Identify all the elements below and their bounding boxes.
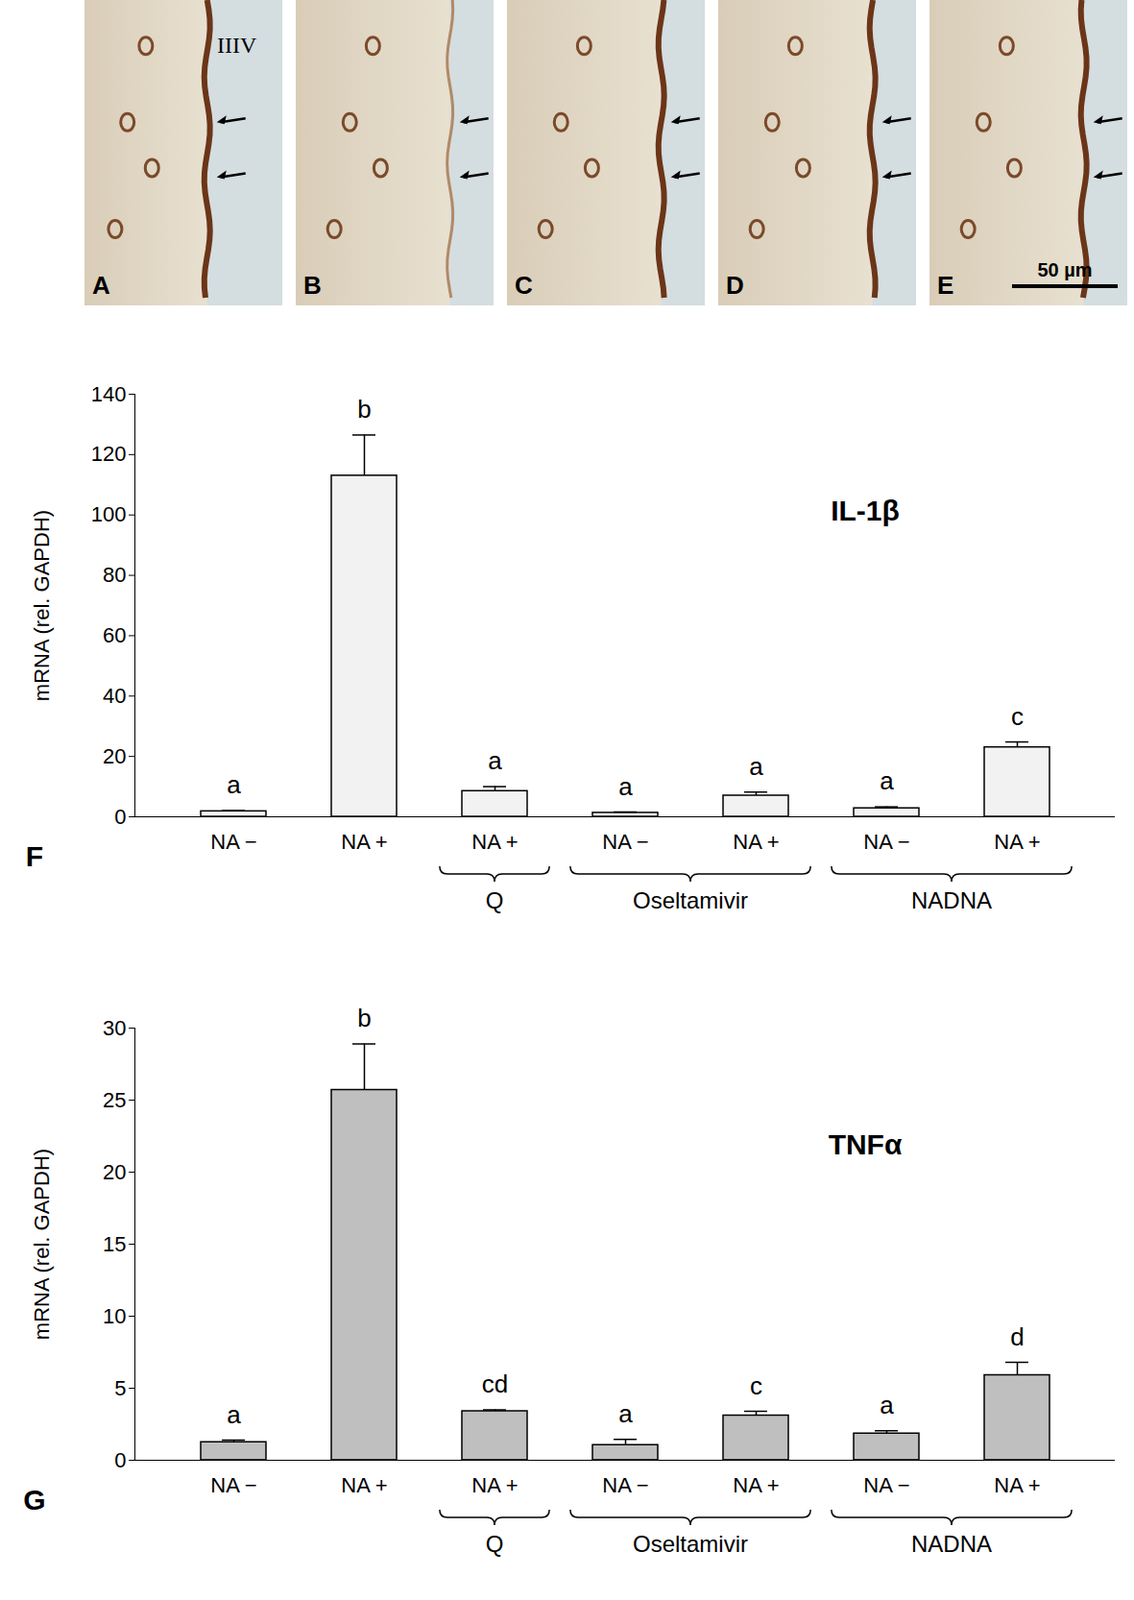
svg-text:a: a xyxy=(618,1399,633,1428)
svg-text:Oseltamivir: Oseltamivir xyxy=(632,1530,748,1557)
svg-text:20: 20 xyxy=(102,1159,126,1184)
svg-text:15: 15 xyxy=(102,1231,126,1256)
svg-text:IL-1β: IL-1β xyxy=(830,494,900,527)
svg-text:30: 30 xyxy=(102,1015,126,1040)
svg-text:10: 10 xyxy=(102,1303,126,1328)
svg-text:mRNA (rel. GAPDH): mRNA (rel. GAPDH) xyxy=(29,1148,54,1340)
svg-text:140: 140 xyxy=(91,382,127,407)
svg-text:NA +: NA + xyxy=(340,1472,387,1497)
svg-text:NA −: NA − xyxy=(602,1472,649,1497)
svg-text:25: 25 xyxy=(102,1087,126,1112)
svg-text:d: d xyxy=(1010,1322,1024,1352)
svg-text:NA +: NA + xyxy=(471,1472,518,1497)
svg-text:E: E xyxy=(937,270,954,300)
svg-text:C: C xyxy=(514,270,533,300)
svg-text:NA −: NA − xyxy=(210,1472,257,1497)
svg-text:NA −: NA − xyxy=(210,829,257,854)
svg-text:B: B xyxy=(303,270,322,300)
svg-text:TNFα: TNFα xyxy=(828,1128,903,1160)
svg-text:Oseltamivir: Oseltamivir xyxy=(632,887,748,914)
svg-text:NA −: NA − xyxy=(863,829,910,854)
svg-text:60: 60 xyxy=(102,623,126,648)
svg-text:120: 120 xyxy=(91,441,127,466)
svg-text:40: 40 xyxy=(102,683,126,708)
svg-text:NA +: NA + xyxy=(471,829,518,854)
svg-text:G: G xyxy=(23,1483,46,1516)
svg-text:NADNA: NADNA xyxy=(911,1530,992,1557)
svg-text:b: b xyxy=(357,394,371,424)
svg-text:a: a xyxy=(879,766,894,796)
svg-text:b: b xyxy=(357,1003,371,1033)
svg-text:NA +: NA + xyxy=(732,829,779,854)
svg-text:0: 0 xyxy=(114,1447,126,1472)
svg-text:c: c xyxy=(749,1371,763,1400)
svg-text:D: D xyxy=(725,270,745,300)
svg-text:Q: Q xyxy=(485,887,505,914)
svg-text:50 µm: 50 µm xyxy=(1037,259,1092,281)
svg-text:NA −: NA − xyxy=(602,829,649,854)
svg-text:IIIV: IIIV xyxy=(217,32,258,58)
svg-text:A: A xyxy=(92,270,111,300)
svg-text:NA +: NA + xyxy=(993,829,1040,854)
svg-text:a: a xyxy=(618,772,633,801)
svg-text:80: 80 xyxy=(102,562,126,587)
svg-text:a: a xyxy=(226,1399,242,1429)
svg-text:c: c xyxy=(1011,701,1024,731)
svg-text:cd: cd xyxy=(482,1369,508,1399)
svg-text:20: 20 xyxy=(102,744,126,769)
svg-text:NA +: NA + xyxy=(732,1472,779,1497)
svg-text:a: a xyxy=(879,1390,894,1420)
svg-text:NA +: NA + xyxy=(340,829,387,854)
svg-text:a: a xyxy=(487,746,503,775)
svg-text:NA +: NA + xyxy=(993,1472,1040,1497)
svg-text:100: 100 xyxy=(91,502,127,527)
svg-text:a: a xyxy=(226,770,242,799)
svg-text:mRNA (rel. GAPDH): mRNA (rel. GAPDH) xyxy=(29,509,54,701)
svg-text:a: a xyxy=(748,751,764,781)
svg-text:F: F xyxy=(25,840,44,872)
svg-text:Q: Q xyxy=(485,1530,505,1557)
svg-text:NADNA: NADNA xyxy=(911,887,992,914)
svg-text:5: 5 xyxy=(114,1375,126,1400)
svg-text:0: 0 xyxy=(114,804,126,829)
svg-text:NA −: NA − xyxy=(863,1472,910,1497)
